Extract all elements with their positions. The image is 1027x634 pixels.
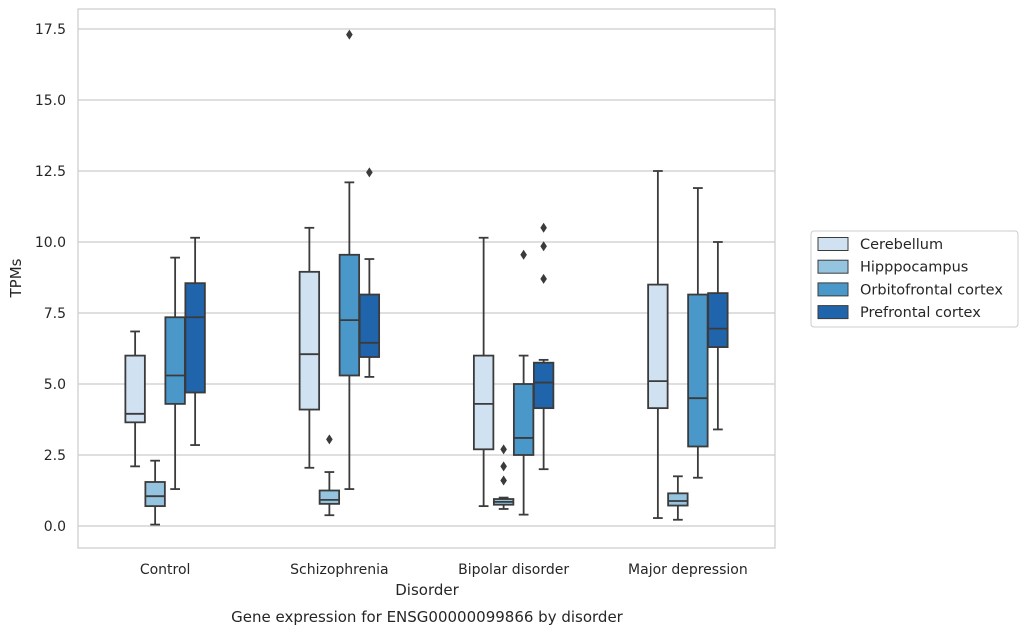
legend-label: Hipppocampus bbox=[860, 260, 968, 276]
legend-item: Orbitofrontal cortex bbox=[817, 282, 1003, 298]
box-cerebellum-schizophrenia bbox=[298, 226, 321, 469]
outlier-point bbox=[500, 444, 507, 455]
legend-item: Prefrontal cortex bbox=[817, 305, 981, 321]
box-orbitofrontal-cortex-major-depression bbox=[687, 187, 709, 479]
outlier-point bbox=[520, 249, 527, 260]
box-iqr bbox=[472, 354, 495, 451]
box-prefrontal-cortex-major-depression bbox=[707, 241, 729, 431]
y-tick-label: 7.5 bbox=[44, 306, 66, 322]
box-iqr bbox=[338, 253, 361, 377]
outlier-point bbox=[346, 29, 353, 40]
x-tick-label: Bipolar disorder bbox=[458, 562, 569, 578]
box-hipppocampus-bipolar-disorder bbox=[492, 444, 515, 510]
box-orbitofrontal-cortex-bipolar-disorder bbox=[512, 249, 535, 516]
box-plot-series bbox=[124, 29, 729, 526]
outlier-point bbox=[500, 461, 507, 472]
legend-label: Prefrontal cortex bbox=[860, 305, 981, 321]
box-prefrontal-cortex-bipolar-disorder bbox=[532, 222, 555, 471]
x-tick-label: Control bbox=[140, 562, 191, 578]
x-axis-label: Disorder bbox=[395, 581, 459, 599]
box-prefrontal-cortex-schizophrenia bbox=[358, 167, 381, 378]
x-axis-ticks: Control Schizophrenia Bipolar disorder Majo… bbox=[140, 562, 748, 578]
box-cerebellum-control bbox=[124, 330, 146, 468]
y-tick-label: 17.5 bbox=[35, 22, 66, 38]
y-tick-label: 15.0 bbox=[35, 93, 66, 109]
legend-swatch bbox=[817, 305, 849, 320]
box-iqr bbox=[318, 489, 341, 505]
box-iqr bbox=[707, 292, 729, 348]
x-tick-label: Schizophrenia bbox=[290, 562, 388, 578]
box-iqr bbox=[124, 354, 146, 424]
box-prefrontal-cortex-control bbox=[184, 236, 206, 446]
y-tick-label: 0.0 bbox=[44, 519, 66, 535]
box-iqr bbox=[358, 293, 381, 358]
outlier-point bbox=[366, 167, 373, 178]
y-tick-label: 10.0 bbox=[35, 235, 66, 251]
box-iqr bbox=[532, 361, 555, 410]
legend-label: Orbitofrontal cortex bbox=[860, 282, 1003, 298]
box-iqr bbox=[647, 283, 669, 410]
box-hipppocampus-control bbox=[144, 459, 166, 526]
legend-label: Cerebellum bbox=[860, 237, 943, 253]
legend-item: Cerebellum bbox=[817, 237, 943, 253]
box-iqr bbox=[164, 316, 186, 405]
box-iqr bbox=[512, 383, 535, 456]
box-hipppocampus-schizophrenia bbox=[318, 434, 341, 517]
box-cerebellum-bipolar-disorder bbox=[472, 236, 495, 508]
box-orbitofrontal-cortex-schizophrenia bbox=[338, 29, 361, 490]
y-axis-ticks: 0.0 2.5 5.0 7.5 10.0 12.5 15.0 17.5 bbox=[35, 22, 66, 535]
outlier-point bbox=[540, 241, 547, 252]
legend-swatch bbox=[817, 237, 849, 251]
box-iqr bbox=[298, 270, 321, 411]
box-iqr bbox=[687, 293, 709, 448]
grid-lines bbox=[78, 28, 775, 527]
box-cerebellum-major-depression bbox=[647, 170, 669, 519]
outlier-point bbox=[326, 434, 333, 445]
plot-area-frame bbox=[77, 8, 776, 549]
legend: Cerebellum Hipppocampus Orbitofrontal cort… bbox=[810, 230, 1019, 328]
outlier-point bbox=[540, 222, 547, 233]
box-iqr bbox=[184, 282, 206, 394]
y-axis-label: TPMs bbox=[7, 258, 25, 298]
legend-swatch bbox=[817, 282, 849, 297]
x-tick-label: Major depression bbox=[628, 562, 748, 578]
y-tick-label: 12.5 bbox=[35, 164, 66, 180]
chart-title: Gene expression for ENSG00000099866 by d… bbox=[231, 608, 624, 626]
y-tick-label: 5.0 bbox=[44, 377, 66, 393]
box-iqr bbox=[667, 492, 689, 507]
outlier-point bbox=[540, 273, 547, 284]
y-tick-label: 2.5 bbox=[44, 448, 66, 464]
legend-item: Hipppocampus bbox=[817, 259, 968, 276]
legend-swatch bbox=[817, 259, 849, 274]
box-orbitofrontal-cortex-control bbox=[164, 256, 186, 490]
legend-frame bbox=[810, 230, 1019, 328]
box-iqr bbox=[144, 481, 166, 508]
outlier-point bbox=[500, 475, 507, 486]
box-hipppocampus-major-depression bbox=[667, 475, 689, 521]
